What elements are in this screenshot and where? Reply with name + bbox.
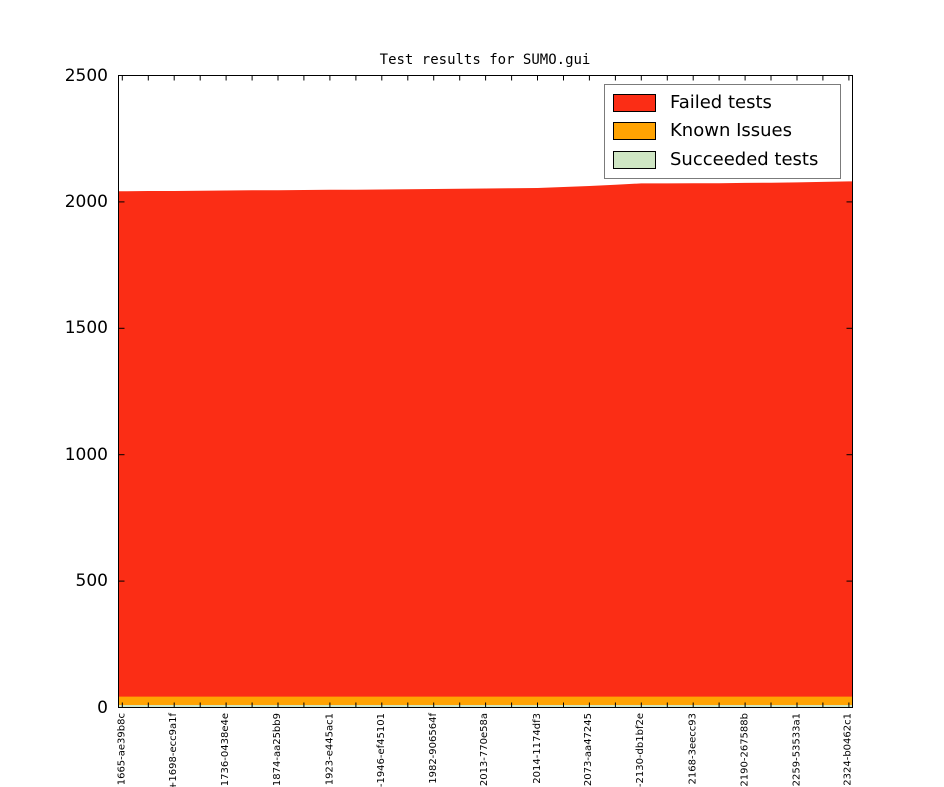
chart-title: Test results for SUMO.gui	[379, 52, 591, 68]
area-succeeded-tests	[118, 705, 852, 708]
legend-item-failed: Failed tests	[605, 92, 840, 114]
legend: Failed tests Known Issues Succeeded test…	[604, 84, 841, 179]
x-tick-label: +1698-ecc9a1f	[168, 713, 180, 787]
legend-label-succeeded: Succeeded tests	[670, 148, 819, 170]
y-tick-label: 1500	[64, 318, 108, 339]
x-tick-label: 2190-267588b	[739, 713, 751, 787]
x-tick-label: 1874-aa25bb9	[272, 713, 283, 787]
area-known-issues	[118, 696, 852, 708]
y-tick-label: 500	[75, 571, 108, 592]
failed-tests-swatch	[613, 94, 656, 113]
x-tick-label: 1736-0438e4e	[220, 713, 232, 787]
x-tick-label: -2130-db1bf2e	[635, 713, 647, 787]
y-tick-label: 0	[97, 697, 108, 718]
legend-label-failed: Failed tests	[670, 92, 772, 114]
legend-label-known: Known Issues	[670, 120, 793, 142]
y-tick-label: 2500	[64, 65, 108, 86]
x-tick-label: 2013-770e58a	[479, 713, 491, 787]
x-tick-label: 2324-b0462c1	[842, 713, 854, 786]
x-tick-label: 2014-1174df3	[531, 713, 543, 784]
x-tick-label: 2168-3eecc93	[687, 713, 699, 785]
x-tick-label: 1923-e445ac1	[323, 713, 335, 786]
x-tick-label: -1946-ef45101	[375, 713, 387, 787]
x-tick-label: 2073-aa47245	[583, 713, 595, 787]
x-tick-label: 1982-906564f	[427, 713, 439, 784]
y-tick-label: 2000	[64, 191, 108, 212]
known-issues-swatch	[613, 122, 656, 141]
legend-item-known: Known Issues	[605, 120, 840, 142]
x-tick-label: 2259-53533a1	[791, 713, 802, 787]
area-failed-tests	[118, 181, 852, 708]
succeeded-tests-swatch	[613, 150, 656, 169]
y-tick-label: 1000	[64, 444, 108, 465]
legend-item-succeeded: Succeeded tests	[605, 149, 840, 171]
x-tick-label: 1665-ae39b8c	[116, 713, 128, 786]
